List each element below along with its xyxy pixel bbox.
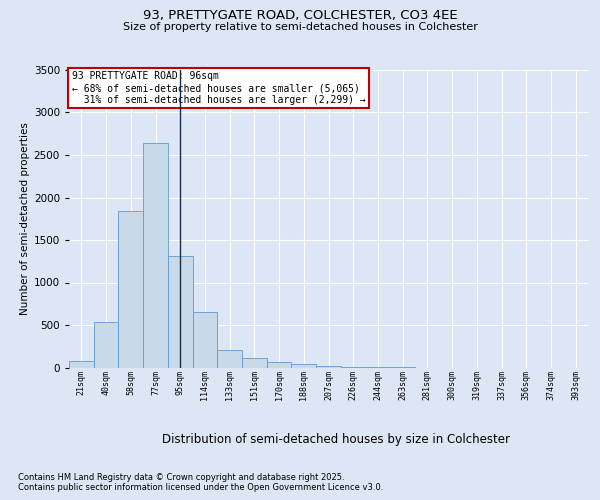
Bar xyxy=(143,143,168,368)
Bar xyxy=(316,366,341,368)
Bar xyxy=(292,364,316,368)
Bar xyxy=(118,211,143,368)
Text: Size of property relative to semi-detached houses in Colchester: Size of property relative to semi-detach… xyxy=(122,22,478,32)
Bar xyxy=(94,322,118,368)
Y-axis label: Number of semi-detached properties: Number of semi-detached properties xyxy=(20,122,29,315)
Text: Contains public sector information licensed under the Open Government Licence v3: Contains public sector information licen… xyxy=(18,484,383,492)
Text: Contains HM Land Registry data © Crown copyright and database right 2025.: Contains HM Land Registry data © Crown c… xyxy=(18,472,344,482)
Bar xyxy=(217,350,242,368)
Bar xyxy=(242,358,267,368)
Bar xyxy=(69,361,94,368)
Text: 93, PRETTYGATE ROAD, COLCHESTER, CO3 4EE: 93, PRETTYGATE ROAD, COLCHESTER, CO3 4EE xyxy=(143,9,457,22)
Text: 93 PRETTYGATE ROAD: 96sqm
← 68% of semi-detached houses are smaller (5,065)
  31: 93 PRETTYGATE ROAD: 96sqm ← 68% of semi-… xyxy=(71,72,365,104)
Bar xyxy=(267,362,292,368)
Text: Distribution of semi-detached houses by size in Colchester: Distribution of semi-detached houses by … xyxy=(162,432,510,446)
Bar xyxy=(193,312,217,368)
Bar xyxy=(168,256,193,368)
